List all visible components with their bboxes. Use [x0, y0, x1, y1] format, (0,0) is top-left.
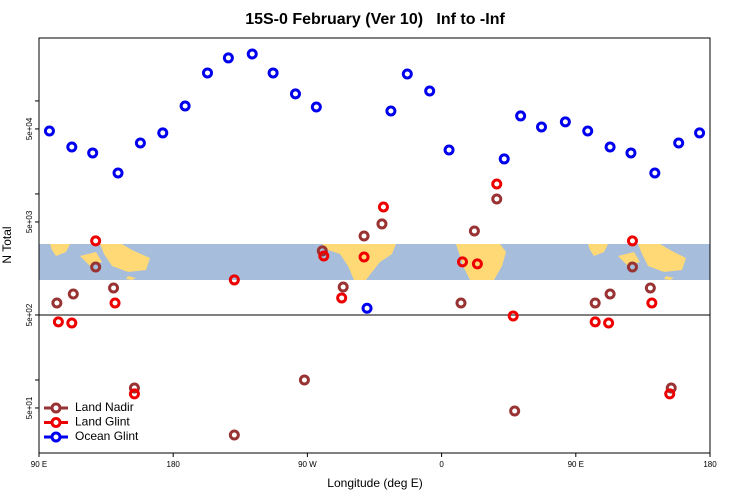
point — [179, 100, 191, 112]
point — [455, 297, 467, 309]
point — [128, 388, 140, 400]
y-tick-label: 5e+01 — [25, 396, 34, 419]
point — [507, 310, 519, 322]
point — [289, 88, 301, 100]
point — [66, 141, 78, 153]
point — [377, 201, 389, 213]
point — [246, 48, 258, 60]
point — [112, 167, 124, 179]
x-tick-label: 0 — [439, 460, 444, 469]
point — [694, 127, 706, 139]
plot-frame — [38, 37, 711, 454]
point — [559, 116, 571, 128]
point — [625, 147, 637, 159]
land-shape — [588, 244, 686, 280]
x-tick-label: 90 E — [568, 460, 584, 469]
legend-label: Land Nadir — [75, 400, 134, 414]
point — [51, 297, 63, 309]
chart-title: 15S-0 February (Ver 10) Inf to -Inf — [245, 11, 505, 28]
y-tick-label: 5e+02 — [25, 303, 34, 326]
point — [267, 67, 279, 79]
x-tick-label: 180 — [703, 460, 717, 469]
point — [491, 193, 503, 205]
land-shape — [50, 244, 150, 280]
point — [90, 261, 102, 273]
point — [337, 281, 349, 293]
point — [468, 225, 480, 237]
point — [228, 429, 240, 441]
x-axis-label: Longitude (deg E) — [327, 476, 422, 490]
point — [361, 302, 373, 314]
point — [582, 125, 594, 137]
point — [604, 288, 616, 300]
point — [316, 245, 328, 257]
point — [649, 167, 661, 179]
point — [336, 292, 348, 304]
point — [456, 256, 468, 268]
point — [358, 251, 370, 263]
legend-label: Ocean Glint — [75, 429, 139, 443]
legend-marker — [50, 431, 62, 443]
point — [52, 316, 64, 328]
point — [664, 388, 676, 400]
point — [90, 235, 102, 247]
point — [67, 288, 79, 300]
point — [673, 137, 685, 149]
point — [644, 282, 656, 294]
point — [43, 125, 55, 137]
point — [491, 178, 503, 190]
point — [385, 105, 397, 117]
point — [604, 141, 616, 153]
point — [310, 101, 322, 113]
point — [626, 261, 638, 273]
point — [424, 85, 436, 97]
point — [603, 317, 615, 329]
point — [589, 316, 601, 328]
point — [589, 297, 601, 309]
y-axis-label: N Total — [0, 226, 14, 263]
y-tick-label: 5e+04 — [25, 117, 34, 140]
point — [201, 67, 213, 79]
point — [498, 153, 510, 165]
point — [471, 258, 483, 270]
legend-marker — [50, 402, 62, 414]
point — [646, 297, 658, 309]
x-tick-label: 90 E — [31, 460, 47, 469]
x-tick-label: 180 — [167, 460, 181, 469]
point — [108, 282, 120, 294]
point — [109, 297, 121, 309]
point — [509, 405, 521, 417]
x-tick-label: 90 W — [298, 460, 317, 469]
point — [134, 137, 146, 149]
y-tick-label: 5e+03 — [25, 210, 34, 233]
legend-marker — [50, 417, 62, 428]
point — [222, 52, 234, 64]
point — [376, 218, 388, 230]
point — [515, 110, 527, 122]
point — [87, 147, 99, 159]
point — [536, 121, 548, 133]
point — [228, 274, 240, 286]
point — [626, 235, 638, 247]
point — [443, 144, 455, 156]
legend-label: Land Glint — [75, 415, 130, 429]
point — [318, 250, 330, 262]
point — [66, 317, 78, 329]
point — [128, 382, 140, 394]
map-band — [39, 244, 710, 280]
land-shape — [322, 244, 396, 280]
point — [358, 230, 370, 242]
point — [401, 68, 413, 80]
point — [298, 374, 310, 386]
point — [665, 382, 677, 394]
point — [157, 127, 169, 139]
